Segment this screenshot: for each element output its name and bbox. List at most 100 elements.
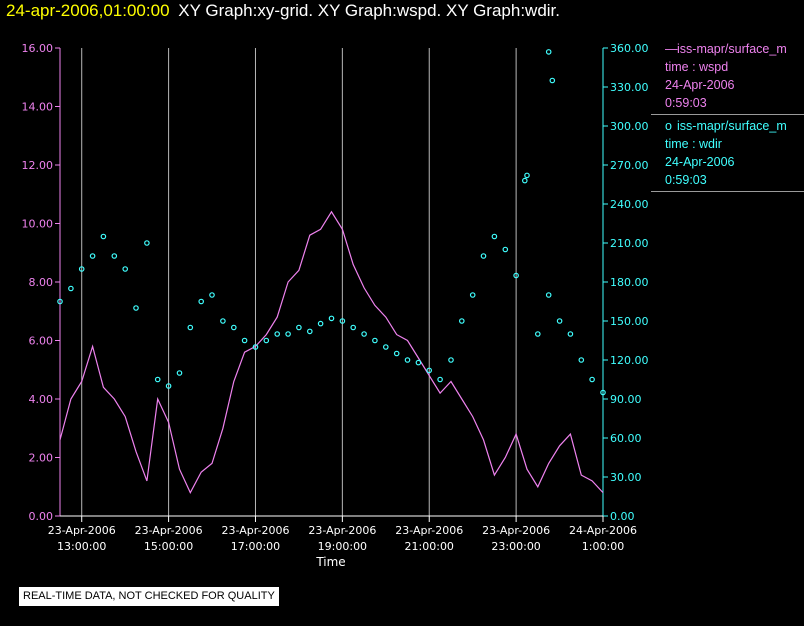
wdir-point [469, 292, 476, 298]
line-marker-icon: — [665, 42, 678, 56]
wdir-point [122, 266, 129, 272]
wdir-point [274, 331, 281, 337]
wdir-point [545, 49, 552, 55]
wdir-point [187, 324, 194, 331]
left-tick-label: 2.00 [29, 452, 54, 465]
right-tick-label: 90.00 [610, 393, 642, 406]
grid-lines [81, 48, 604, 516]
right-tick-label: 300.00 [610, 120, 649, 133]
x-tick-label: 17:00:00 [231, 540, 280, 553]
wdir-point [480, 253, 487, 259]
wdir-point [521, 177, 528, 184]
wdir-point [68, 285, 74, 292]
wdir-point [372, 337, 378, 344]
x-tick-label: 13:00:00 [57, 540, 106, 553]
left-tick-label: 0.00 [29, 510, 54, 523]
axes [59, 48, 604, 517]
wdir-point [241, 337, 248, 344]
x-tick-label: 23-Apr-2006 [482, 524, 550, 537]
right-tick-label: 120.00 [610, 354, 649, 367]
wdir-point [502, 246, 509, 253]
legend-series-time: 0:59:03 [665, 96, 707, 110]
left-tick-label: 14.00 [22, 101, 54, 114]
wdir-point [154, 376, 161, 383]
right-tick-label: 210.00 [610, 237, 649, 250]
wdir-point [545, 292, 552, 298]
quality-note: REAL-TIME DATA, NOT CHECKED FOR QUALITY [19, 587, 279, 606]
circle-marker-icon: o [665, 119, 672, 133]
wdir-point [111, 253, 118, 259]
x-tick-label: 21:00:00 [405, 540, 454, 553]
wdir-point [252, 344, 259, 350]
x-axis-ticks: 23-Apr-2006 13:00:00 23-Apr-2006 15:00:00 23… [48, 516, 637, 553]
wdir-point [231, 324, 237, 331]
wdir-point [176, 370, 183, 376]
wdir-point [437, 376, 443, 383]
left-tick-label: 12.00 [22, 159, 54, 172]
wdir-point [393, 350, 400, 357]
wdir-point [549, 77, 556, 84]
left-tick-label: 4.00 [29, 393, 54, 406]
x-tick-label: 23-Apr-2006 [395, 524, 463, 537]
wdir-point [144, 240, 150, 246]
legend-series-time: 0:59:03 [665, 173, 707, 187]
wdir-point [513, 272, 519, 279]
wdir-point [361, 331, 367, 337]
right-tick-label: 330.00 [610, 81, 649, 94]
wdir-point [567, 331, 574, 337]
x-tick-label: 19:00:00 [318, 540, 367, 553]
legend-series-var: time : wdir [665, 137, 722, 151]
x-tick-label: 23-Apr-2006 [308, 524, 376, 537]
wdir-point [89, 253, 96, 259]
legend-series-var: time : wspd [665, 60, 729, 74]
wdir-point [382, 344, 389, 350]
graph-titles: XY Graph:xy-grid. XY Graph:wspd. XY Grap… [178, 1, 561, 20]
x-tick-label: 1:00:00 [582, 540, 624, 553]
right-tick-label: 180.00 [610, 276, 649, 289]
right-tick-label: 240.00 [610, 198, 649, 211]
x-tick-label: 23-Apr-2006 [48, 524, 116, 537]
wdir-point [263, 337, 270, 344]
legend-item-wspd: —iss-mapr/surface_m time : wspd 24-Apr-2… [651, 40, 804, 115]
legend: —iss-mapr/surface_m time : wspd 24-Apr-2… [651, 40, 804, 192]
x-tick-label: 15:00:00 [144, 540, 193, 553]
right-tick-label: 150.00 [610, 315, 649, 328]
wdir-point [220, 318, 226, 324]
right-axis-ticks: 0.00 30.00 60.00 90.00 120.00 150.00 180.00 210… [603, 42, 649, 523]
x-axis-label: Time [315, 555, 345, 569]
left-tick-label: 6.00 [29, 335, 54, 348]
wdir-point [317, 320, 324, 327]
x-tick-label: 23-Apr-2006 [221, 524, 289, 537]
xy-graph: 0.00 2.00 4.00 6.00 8.00 10.00 12.00 14.00 16.00… [22, 42, 649, 569]
wdir-point [534, 331, 541, 337]
legend-item-wdir: o iss-mapr/surface_m time : wdir 24-Apr-2… [651, 117, 804, 192]
wdir-point [415, 359, 422, 366]
wdir-point [57, 298, 63, 305]
wdir-series [57, 49, 606, 396]
wdir-point [133, 305, 139, 311]
left-axis-ticks: 0.00 2.00 4.00 6.00 8.00 10.00 12.00 14.00 16.00 [22, 42, 60, 523]
wdir-point [524, 172, 530, 179]
right-tick-label: 360.00 [610, 42, 649, 55]
right-tick-label: 0.00 [610, 510, 635, 523]
right-tick-label: 60.00 [610, 432, 642, 445]
timestamp-label: 24-apr-2006,01:00:00 [6, 1, 170, 20]
wdir-point [285, 331, 291, 337]
x-tick-label: 23:00:00 [491, 540, 540, 553]
left-tick-label: 10.00 [22, 218, 54, 231]
wdir-point [296, 324, 302, 331]
wspd-series [59, 210, 604, 494]
wdir-point [556, 318, 563, 324]
wdir-point [404, 357, 411, 363]
x-tick-label: 24-Apr-2006 [569, 524, 637, 537]
right-tick-label: 30.00 [610, 471, 642, 484]
wdir-point [100, 233, 107, 240]
wspd-line [59, 210, 604, 494]
wdir-point [350, 324, 357, 331]
wdir-point [339, 318, 346, 324]
wdir-point [491, 233, 498, 240]
wdir-point [198, 298, 205, 305]
wdir-point [306, 328, 313, 335]
right-tick-label: 270.00 [610, 159, 649, 172]
left-tick-label: 8.00 [29, 276, 54, 289]
